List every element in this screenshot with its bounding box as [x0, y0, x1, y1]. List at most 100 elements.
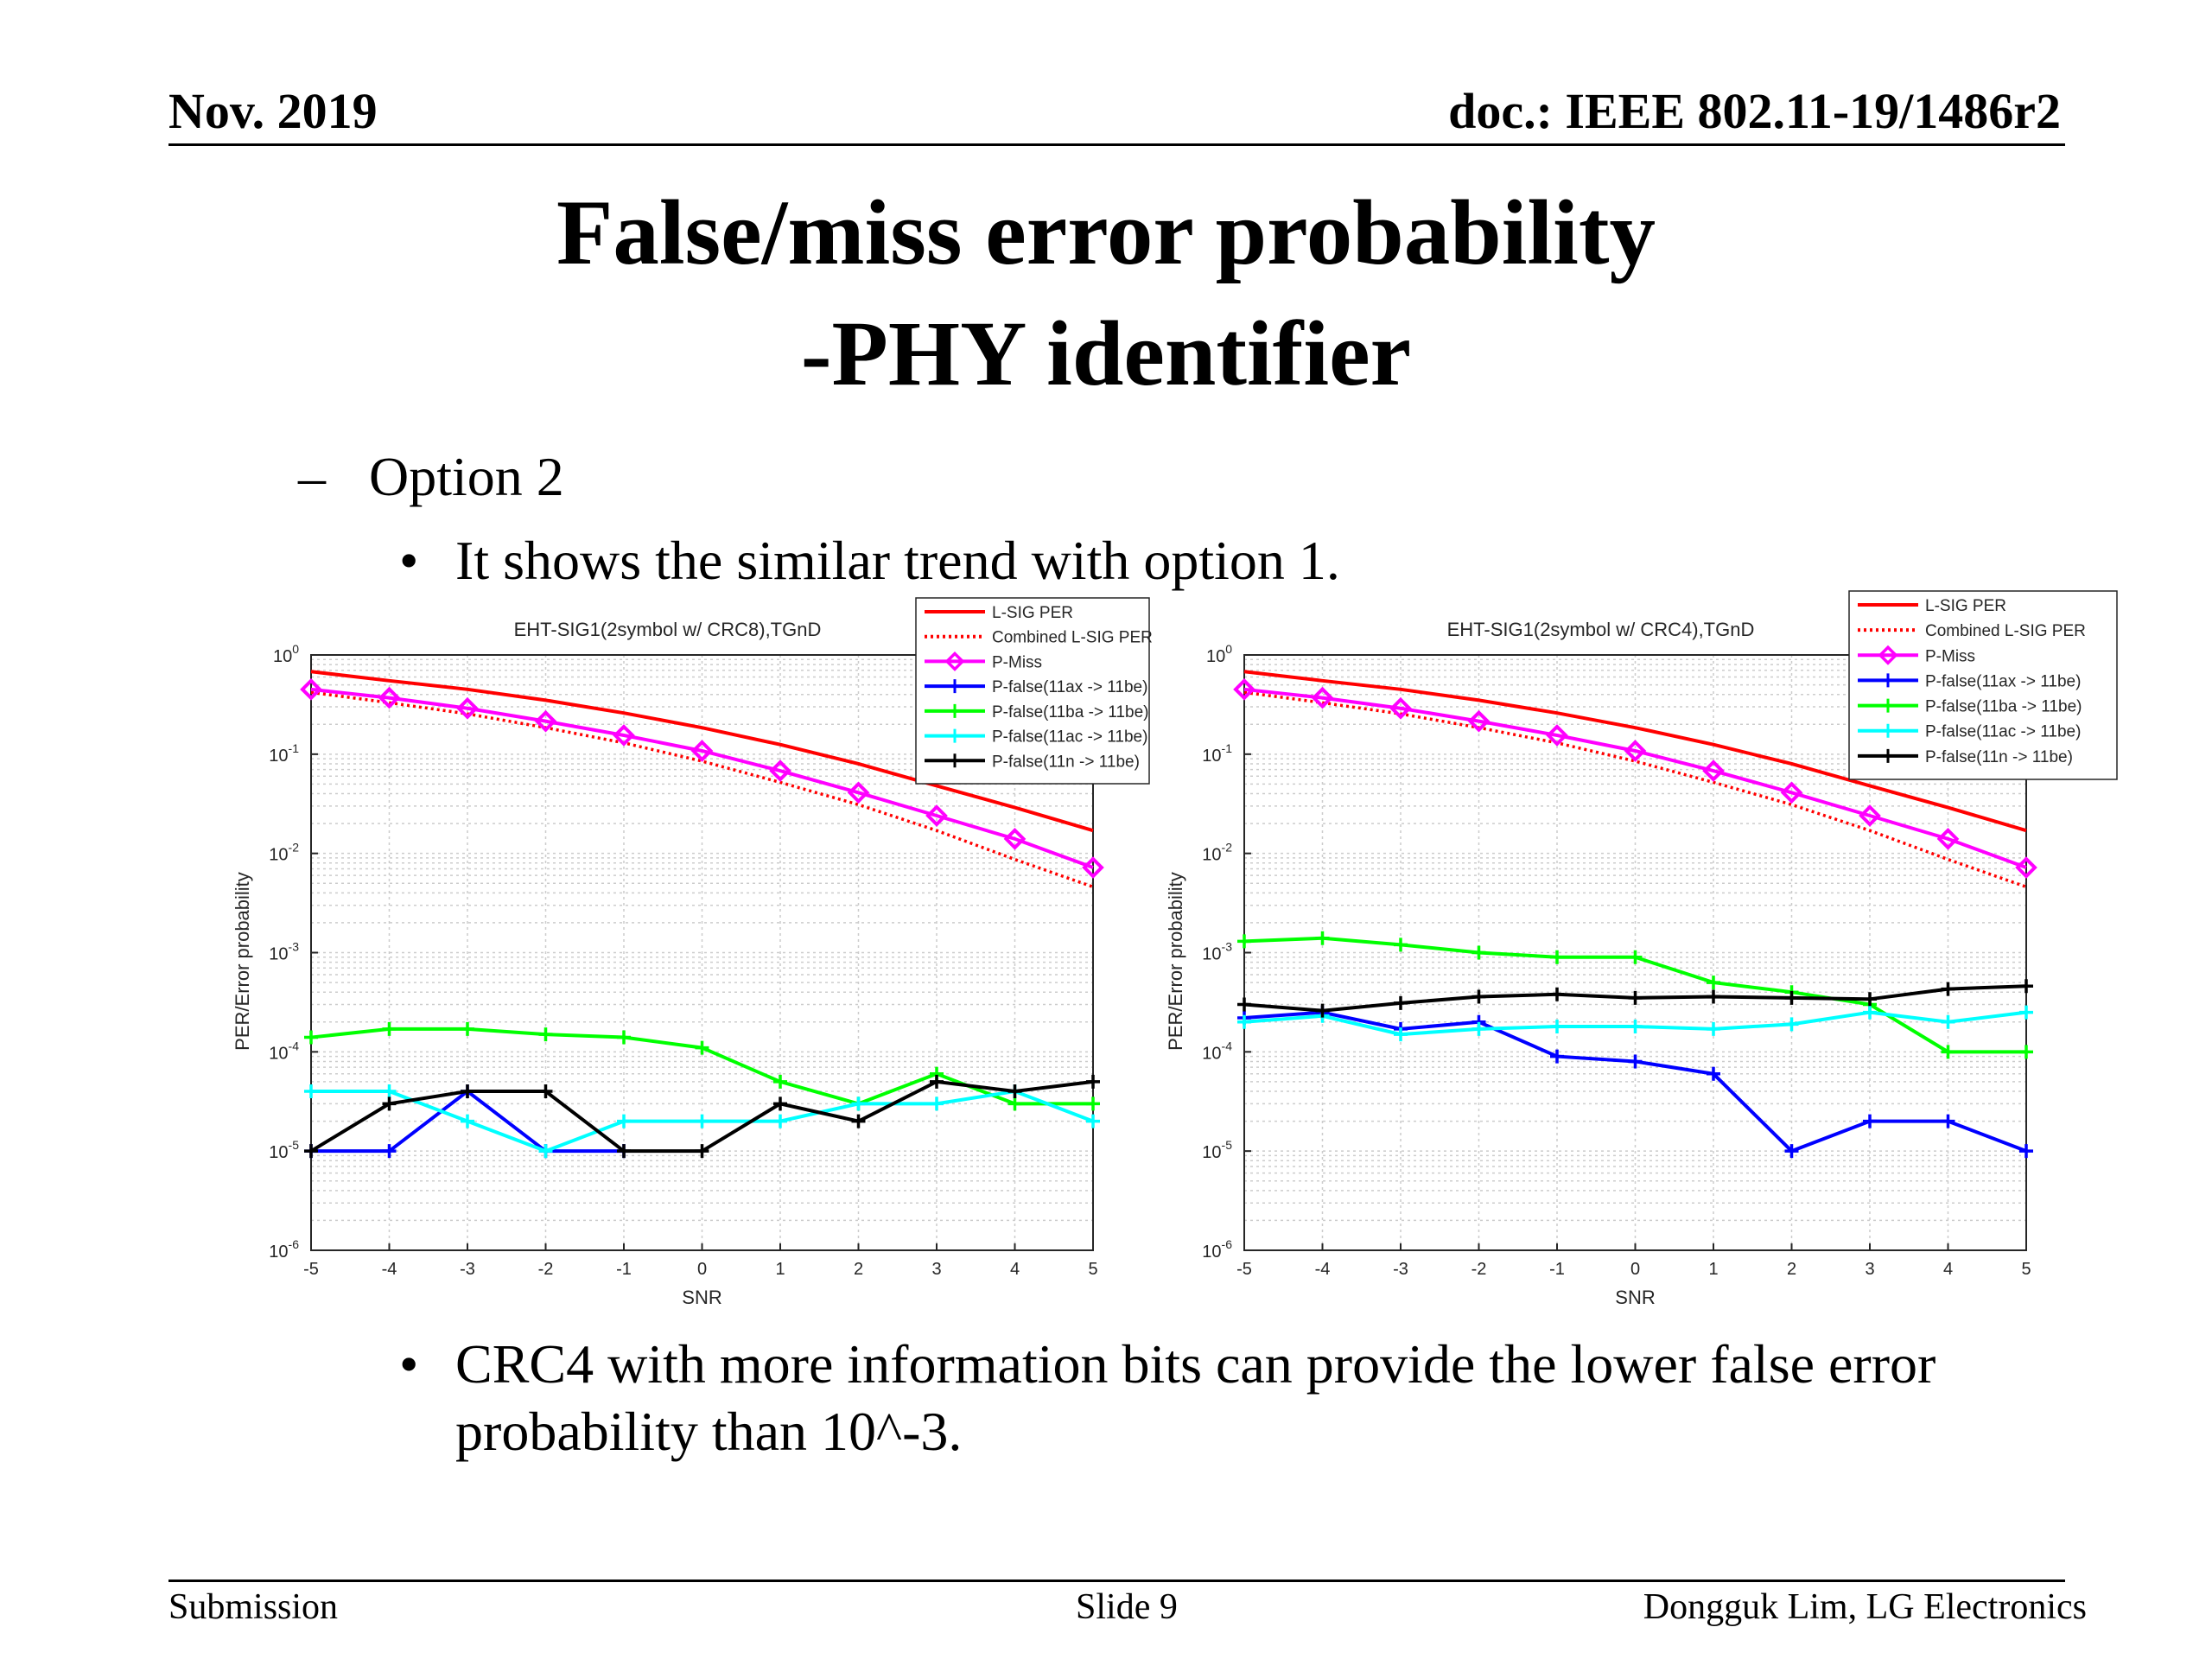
y-tick-label: 10-1: [269, 741, 299, 766]
data-point-plus: [382, 1096, 397, 1111]
x-tick-label: -5: [303, 1260, 319, 1279]
data-point-plus: [382, 1084, 397, 1099]
data-point-diamond: [534, 709, 557, 733]
data-point-diamond: [1859, 804, 1881, 827]
data-point-plus: [1394, 995, 1408, 1010]
y-axis-label: PER/Error probability: [1165, 872, 1186, 1051]
data-point-diamond: [456, 696, 479, 720]
data-point-diamond: [1311, 686, 1334, 709]
dot-bullet-icon: •: [399, 1333, 419, 1395]
data-point-plus: [695, 1040, 709, 1055]
data-point-plus: [461, 1114, 474, 1128]
slide-title-line1: False/miss error probability: [556, 182, 1656, 284]
legend-label-pmiss: P-Miss: [992, 653, 1042, 671]
data-point-plus: [2019, 1144, 2033, 1159]
data-point-diamond: [1624, 740, 1647, 762]
dot-bullet-icon: •: [399, 530, 419, 591]
data-point-plus: [461, 1084, 474, 1099]
legend-marker-plus: [948, 728, 962, 743]
data-point-plus: [1471, 945, 1486, 960]
data-point-plus: [1784, 1144, 1799, 1159]
data-point-plus: [1628, 990, 1643, 1005]
data-point-plus: [538, 1027, 553, 1042]
y-tick-label: 100: [1206, 642, 1232, 666]
header-doc-id: doc.: IEEE 802.11-19/1486r2: [1448, 83, 2061, 139]
data-point-plus: [2019, 1005, 2033, 1020]
legend-label-lsig: L-SIG PER: [992, 604, 1073, 622]
legend-marker-diamond: [1878, 645, 1898, 665]
data-point-plus: [617, 1030, 631, 1045]
data-point-plus: [1628, 950, 1643, 964]
legend-label-p11ac: P-false(11ac -> 11be): [1925, 723, 2081, 741]
x-tick-label: -1: [616, 1260, 632, 1279]
legend-label-p11ax: P-false(11ax -> 11be): [1925, 672, 2081, 690]
data-point-diamond: [1546, 724, 1568, 747]
data-point-plus: [1007, 1096, 1022, 1111]
data-point-diamond: [1233, 677, 1255, 701]
data-point-diamond: [300, 677, 322, 701]
x-tick-label: 2: [854, 1260, 863, 1279]
x-tick-label: 3: [1865, 1260, 1874, 1279]
data-point-plus: [851, 1114, 866, 1128]
legend-marker-plus: [1881, 698, 1895, 713]
data-point-plus: [1863, 1114, 1877, 1128]
legend-label-p11ax: P-false(11ax -> 11be): [992, 678, 1147, 696]
x-tick-label: 1: [775, 1260, 785, 1279]
data-point-plus: [1086, 1096, 1100, 1111]
legend-box: [1848, 590, 2118, 780]
legend-marker-plus: [948, 753, 962, 768]
legend-label-p11ac: P-false(11ac -> 11be): [992, 728, 1147, 747]
y-axis-label: PER/Error probability: [232, 872, 253, 1051]
x-tick-label: -2: [1471, 1260, 1487, 1279]
x-tick-label: 3: [931, 1260, 941, 1279]
legend-label-combined: Combined L-SIG PER: [1925, 622, 2086, 640]
legend-label-p11n: P-false(11n -> 11be): [992, 753, 1140, 771]
bullet-level1-text: Option 2: [369, 446, 564, 507]
series-line: [310, 687, 1094, 869]
data-point-diamond: [1702, 760, 1725, 782]
x-tick-label: -3: [460, 1260, 475, 1279]
y-tick-label: 10-5: [1202, 1138, 1232, 1162]
data-point-plus: [2019, 979, 2033, 994]
data-point-plus: [1394, 1027, 1408, 1042]
data-point-plus: [1784, 1017, 1799, 1032]
data-point-plus: [1394, 938, 1408, 952]
data-point-plus: [773, 1114, 787, 1128]
bullet-level2-second-line2: probability than 10^-3.: [455, 1401, 963, 1462]
series-p11ac: [1237, 1005, 2033, 1042]
data-point-plus: [1315, 1003, 1330, 1018]
y-tick-label: 10-2: [1202, 841, 1232, 865]
data-point-plus: [2019, 1045, 2033, 1059]
data-point-plus: [461, 1021, 474, 1036]
data-point-plus: [538, 1084, 553, 1099]
data-point-plus: [617, 1114, 631, 1128]
header-rule: [168, 143, 2065, 146]
bullet-level2-first-text: It shows the similar trend with option 1…: [455, 530, 1340, 591]
data-point-plus: [617, 1144, 631, 1159]
data-point-plus: [1863, 1005, 1877, 1020]
chart-2: -5 -4 -3 -2 -1 0 1 2 3 4 5 100 10-1 10-2 10-3 10-4 10-5 1…: [1165, 590, 2118, 1308]
data-point-diamond: [1467, 709, 1491, 733]
y-tick-label: 10-1: [1202, 741, 1232, 766]
data-point-diamond: [769, 760, 791, 782]
data-point-diamond: [613, 724, 635, 747]
x-tick-label: 0: [697, 1260, 707, 1279]
data-point-plus: [304, 1030, 318, 1045]
y-tick-label: 10-6: [269, 1237, 299, 1262]
data-point-diamond: [2015, 856, 2037, 879]
data-point-plus: [930, 1096, 944, 1111]
data-point-plus: [1086, 1074, 1100, 1089]
legend-label-p11n: P-false(11n -> 11be): [1925, 748, 2073, 766]
data-point-plus: [1471, 1021, 1486, 1036]
series-line: [1243, 687, 2027, 869]
data-point-diamond: [925, 804, 948, 827]
legend-label-lsig: L-SIG PER: [1925, 597, 2006, 615]
data-point-plus: [382, 1144, 397, 1159]
data-point-plus: [1237, 997, 1251, 1012]
data-point-plus: [1628, 1054, 1643, 1069]
x-tick-label: -5: [1236, 1260, 1252, 1279]
x-tick-label: 5: [1088, 1260, 1097, 1279]
footer-rule: [168, 1580, 2065, 1582]
chart-legend: L-SIG PER Combined L-SIG PER P-Miss P-false…: [915, 597, 1153, 785]
x-tick-label: -4: [382, 1260, 397, 1279]
